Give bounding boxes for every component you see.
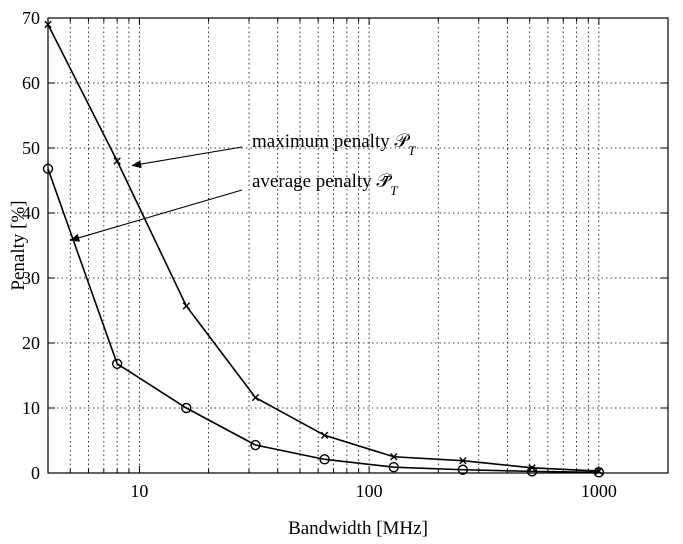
annotation-arrow (131, 146, 243, 168)
x-tick-label: 100 (356, 481, 383, 501)
data-point-cross (113, 157, 121, 165)
plot-frame (47, 17, 669, 474)
data-point-cross (528, 464, 536, 472)
y-tick-label: 70 (22, 8, 40, 28)
data-point-circle (593, 467, 605, 478)
data-point-cross (390, 453, 398, 461)
annotation-subscript: T (390, 183, 398, 198)
y-tick-label: 50 (22, 138, 40, 158)
data-point-circle (388, 461, 399, 473)
data-point-circle (111, 358, 123, 369)
data-point-circle (250, 439, 261, 451)
x-axis-label: Bandwidth [MHz] (288, 518, 428, 539)
grid (48, 18, 668, 473)
series-line (47, 168, 599, 474)
annotation-label: average penalty 𝒫̄T (252, 171, 398, 198)
data-point-circle (319, 454, 330, 465)
data-point-cross (459, 456, 467, 465)
data-point-circle (457, 464, 469, 475)
data-point-circle (526, 466, 538, 477)
y-tick-label: 0 (31, 463, 40, 483)
y-tick-label: 10 (22, 398, 40, 418)
annotations: maximum penalty 𝒫T average penalty 𝒫̄T (69, 131, 416, 242)
annotation-subscript: T (408, 143, 416, 158)
y-axis-label: Penalty [%] (8, 200, 29, 290)
data-point-cross (251, 393, 260, 402)
data-point-circle (181, 402, 192, 414)
series-group (42, 20, 605, 478)
series-average-penalty (42, 163, 605, 478)
axis-ticks: 0 10 20 30 40 50 60 70 10 100 1000 (22, 8, 668, 501)
data-point-cross (182, 302, 190, 310)
series-line (47, 24, 599, 472)
x-tick-label: 1000 (581, 481, 617, 501)
annotation-arrow (69, 189, 243, 242)
y-tick-label: 20 (22, 333, 40, 353)
y-tick-label: 40 (22, 203, 40, 223)
y-tick-label: 30 (22, 268, 40, 288)
series-maximum-penalty (44, 20, 603, 475)
data-point-cross (320, 431, 329, 439)
x-tick-label: 10 (130, 481, 148, 501)
y-tick-label: 60 (22, 73, 40, 93)
annotation-label: maximum penalty 𝒫T (252, 131, 416, 158)
